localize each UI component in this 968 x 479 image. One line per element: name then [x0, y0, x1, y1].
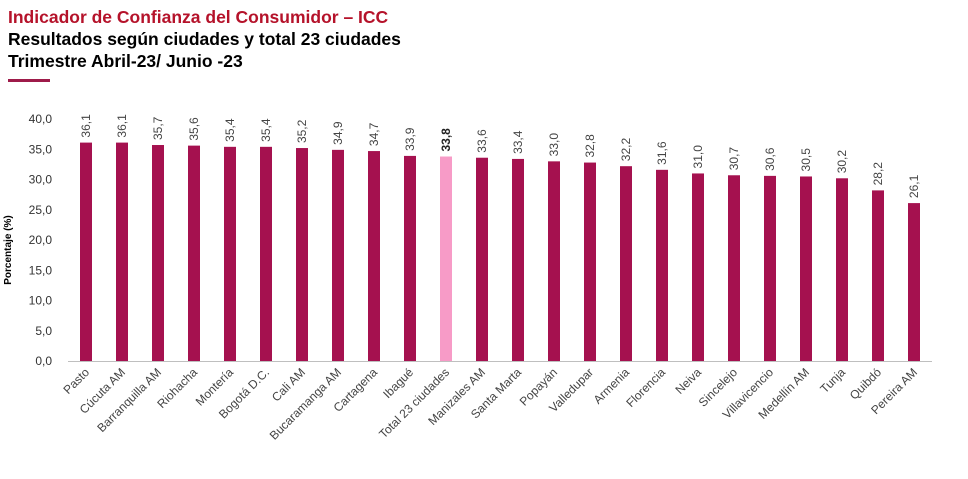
data-label: 32,2 [619, 138, 633, 162]
x-tick-label: Pasto [61, 365, 93, 397]
data-label: 35,2 [295, 119, 309, 143]
data-label: 33,0 [547, 133, 561, 157]
chart-header: Indicador de Confianza del Consumidor – … [8, 6, 401, 72]
data-label: 26,1 [907, 174, 921, 198]
y-tick-label: 30,0 [29, 173, 53, 187]
bar [224, 146, 236, 361]
bar [908, 203, 920, 361]
data-label: 35,4 [259, 118, 273, 142]
data-label: 33,6 [475, 129, 489, 153]
data-label: 31,6 [655, 141, 669, 165]
chart-period: Trimestre Abril-23/ Junio -23 [8, 51, 243, 71]
bar [836, 178, 848, 361]
data-label: 30,5 [799, 148, 813, 172]
data-label: 35,7 [151, 116, 165, 140]
data-label: 30,2 [835, 150, 849, 174]
data-label: 35,4 [223, 118, 237, 142]
x-tick-label: Tunja [817, 365, 848, 396]
data-label: 34,9 [331, 121, 345, 145]
bar [656, 169, 668, 361]
bar [800, 176, 812, 361]
bar [584, 162, 596, 361]
x-tick-label: Neiva [673, 365, 705, 397]
y-tick-label: 0,0 [35, 354, 52, 368]
bar [332, 149, 344, 361]
bar [512, 158, 524, 361]
y-tick-label: 25,0 [29, 203, 53, 217]
y-axis-title: Porcentaje (%) [3, 215, 14, 284]
data-label: 33,4 [511, 130, 525, 154]
y-tick-label: 15,0 [29, 263, 53, 277]
data-label: 30,7 [727, 147, 741, 171]
y-tick-label: 5,0 [35, 324, 52, 338]
data-label: 34,7 [367, 122, 381, 146]
bar [728, 175, 740, 361]
bar [764, 175, 776, 361]
bar [80, 142, 92, 361]
y-tick-label: 35,0 [29, 142, 53, 156]
data-label: 32,8 [583, 134, 597, 158]
data-label: 33,9 [403, 127, 417, 151]
title-underline [8, 79, 50, 82]
bar [152, 145, 164, 361]
y-tick-label: 20,0 [29, 233, 53, 247]
data-label: 30,6 [763, 147, 777, 171]
bar [872, 190, 884, 361]
x-tick-label: Barranquilla AM [94, 365, 164, 435]
bar [404, 155, 416, 361]
bar [548, 161, 560, 361]
bar [476, 157, 488, 361]
data-label: 33,8 [439, 128, 453, 152]
bar [440, 156, 452, 361]
data-label: 36,1 [115, 114, 129, 138]
chart-title: Indicador de Confianza del Consumidor – … [8, 7, 389, 27]
y-tick-label: 10,0 [29, 294, 53, 308]
x-tick-label: Florencia [623, 365, 668, 410]
data-label: 35,6 [187, 117, 201, 141]
bar [260, 146, 272, 361]
x-tick-label: Riohacha [154, 365, 200, 411]
data-label: 31,0 [691, 145, 705, 169]
data-label: 28,2 [871, 162, 885, 186]
bar [188, 145, 200, 361]
data-label: 36,1 [79, 114, 93, 138]
chart-subtitle: Resultados según ciudades y total 23 ciu… [8, 29, 401, 49]
bar [368, 151, 380, 361]
bar [692, 173, 704, 361]
bar [116, 142, 128, 361]
bar [620, 166, 632, 361]
bar [296, 148, 308, 361]
y-tick-label: 40,0 [29, 112, 53, 126]
